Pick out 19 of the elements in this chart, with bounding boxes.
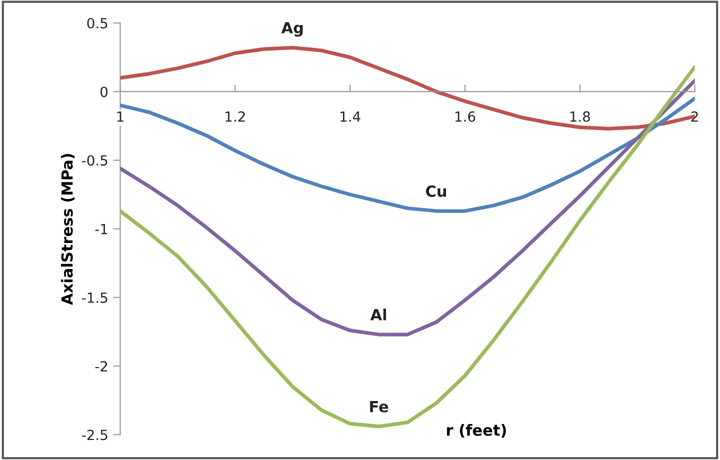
y-tick-label: 0 (100, 86, 108, 98)
y-tick-label: 0.5 (87, 18, 108, 28)
x-tick-label: 1.8 (570, 111, 590, 122)
x-tick-label: 1.6 (455, 111, 476, 122)
y-tick-label: -1 (95, 224, 108, 234)
y-tick-label: -0.5 (82, 155, 108, 166)
x-axis-title: r (feet) (447, 424, 506, 438)
y-tick-label: -2.5 (82, 430, 108, 440)
x-tick-label: 1.2 (226, 111, 245, 122)
x-tick-label: 2 (691, 111, 698, 122)
x-tick-label: 1 (117, 111, 124, 122)
x-tick-label: 1.4 (340, 111, 360, 122)
series-label: Ag (281, 22, 303, 37)
series-label: Cu (426, 185, 446, 197)
y-tick-label: -2 (95, 361, 108, 372)
y-tick-label: -1.5 (82, 292, 108, 303)
series-label: Fe (370, 401, 388, 412)
series-label: Al (370, 308, 386, 320)
y-axis-title: AxialStress (MPa) (60, 154, 75, 305)
